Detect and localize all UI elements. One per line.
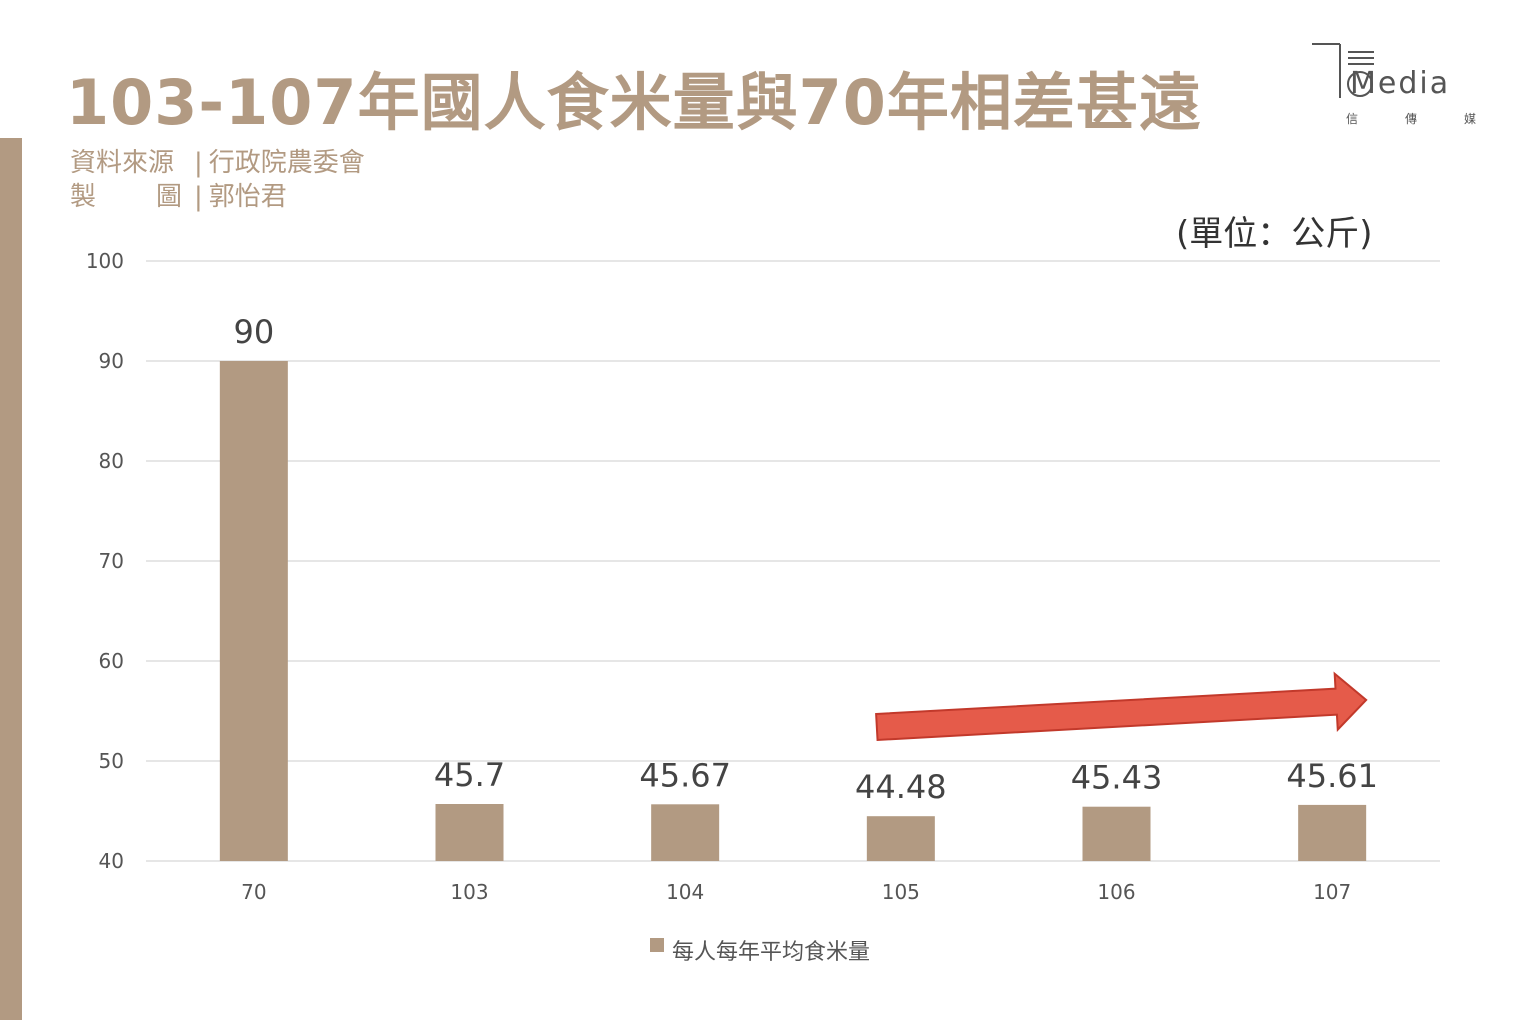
x-tick-label: 104	[666, 880, 704, 904]
y-tick-label: 70	[99, 549, 124, 573]
bar	[435, 804, 504, 861]
y-tick-label: 80	[99, 449, 124, 473]
bar	[651, 804, 720, 861]
bar	[1082, 806, 1151, 861]
trend-arrow-icon	[875, 671, 1368, 742]
x-tick-label: 106	[1097, 880, 1135, 904]
bar	[219, 361, 288, 861]
source-value: 行政院農委會	[208, 148, 365, 178]
y-tick-label: 50	[99, 749, 124, 773]
bar	[1298, 804, 1367, 861]
author-value: 郭怡君	[208, 182, 287, 212]
y-tick-label: 60	[99, 649, 124, 673]
logo-text: Media	[1350, 66, 1451, 101]
y-tick-label: 90	[99, 349, 124, 373]
unit-label: (單位：公斤)	[1176, 214, 1373, 254]
x-tick-label: 107	[1313, 880, 1351, 904]
x-tick-label: 105	[882, 880, 920, 904]
value-label: 44.48	[855, 768, 947, 806]
author-row: 製圖 | 郭怡君	[70, 180, 365, 214]
author-separator: |	[194, 182, 203, 212]
logo-sub-2: 傳	[1404, 112, 1417, 126]
value-label: 45.7	[434, 756, 505, 794]
page-title: 103-107年國人食米量與70年相差甚遠	[66, 66, 1202, 139]
chart-meta: 資料來源 | 行政院農委會 製圖 | 郭怡君	[70, 146, 365, 214]
logo-subtext: 信 傳 媒	[1346, 110, 1476, 127]
x-tick-label: 70	[241, 880, 266, 904]
y-tick-label: 40	[99, 849, 124, 873]
author-label-part1: 製	[70, 182, 97, 212]
value-label: 45.67	[639, 756, 731, 794]
logo-sub-1: 信	[1346, 112, 1359, 126]
legend-swatch	[650, 938, 664, 952]
chart-legend: 每人每年平均食米量	[650, 934, 870, 966]
media-logo: Media 信 傳 媒	[1310, 38, 1480, 128]
value-label: 90	[233, 313, 274, 351]
source-label: 資料來源	[70, 148, 175, 178]
logo-mark-icon	[1312, 43, 1374, 98]
source-row: 資料來源 | 行政院農委會	[70, 146, 365, 180]
value-label: 45.43	[1071, 759, 1163, 797]
source-separator: |	[194, 148, 203, 178]
author-label: 製圖	[70, 180, 188, 214]
logo-sub-3: 媒	[1463, 112, 1476, 126]
value-label: 45.61	[1286, 757, 1378, 795]
author-label-part2: 圖	[156, 182, 183, 212]
y-tick-label: 100	[86, 249, 124, 273]
trend-arrow-shape	[875, 671, 1368, 742]
left-accent-bar	[0, 138, 22, 1020]
x-tick-label: 103	[450, 880, 488, 904]
bar	[866, 816, 935, 861]
legend-label: 每人每年平均食米量	[672, 940, 871, 965]
